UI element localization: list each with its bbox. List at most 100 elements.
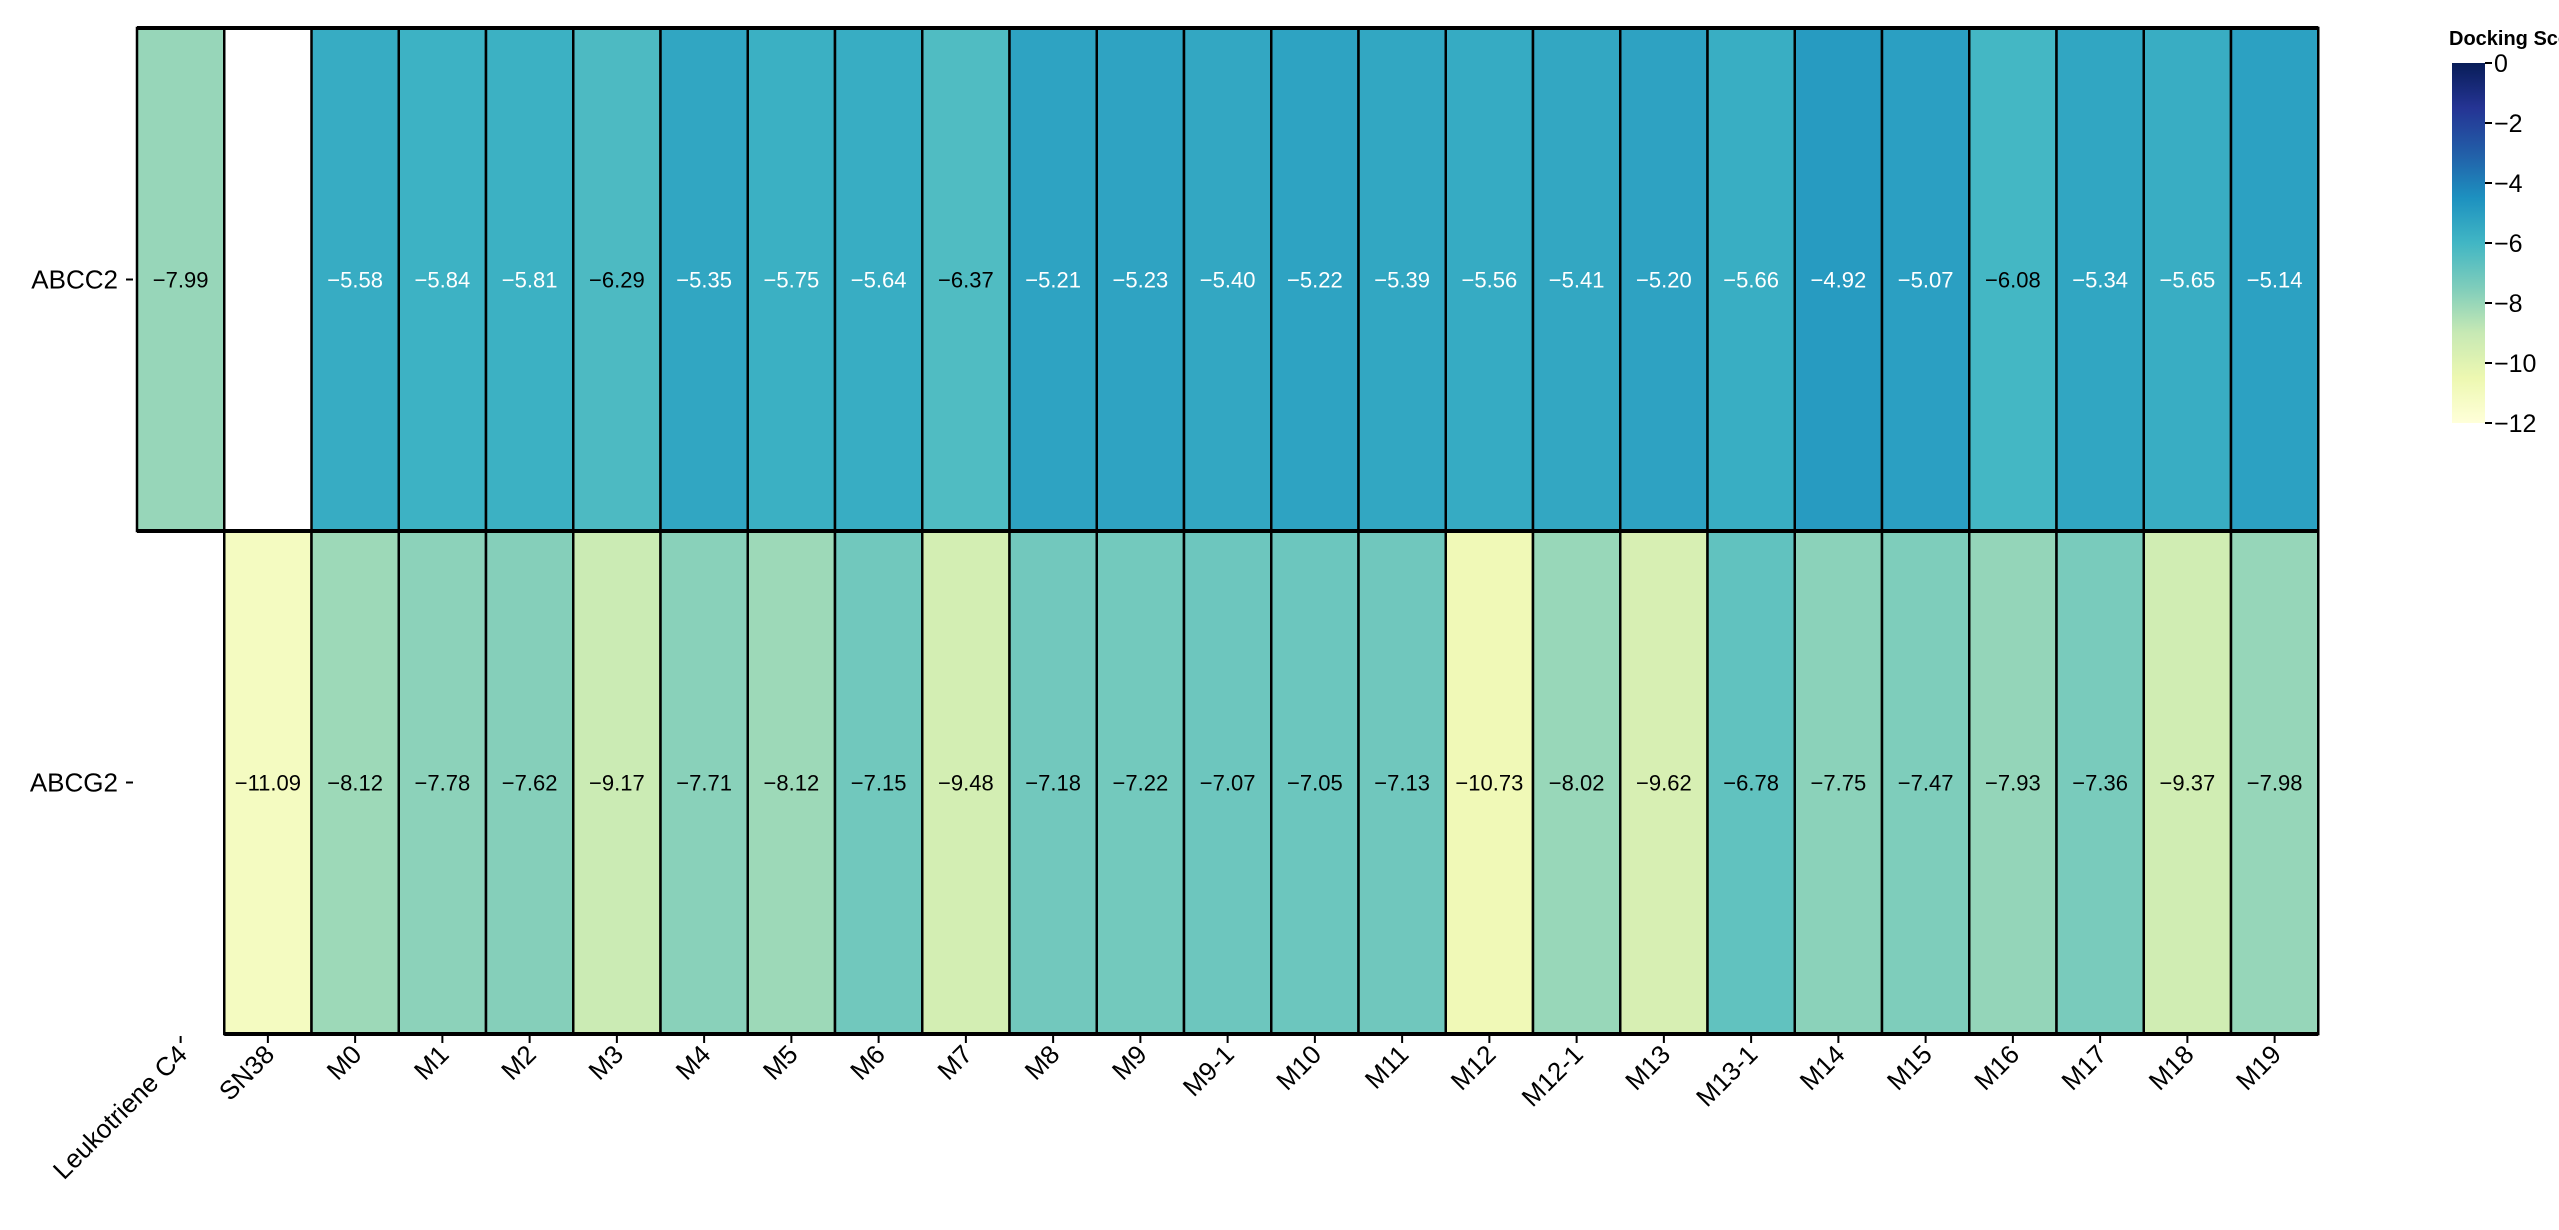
heatmap-cell [833,26,924,533]
colorbar-tick-label: −10 [2494,350,2536,378]
cell-value-label: −5.23 [1113,268,1169,293]
cell-value-label: −5.41 [1549,268,1605,293]
cell-value-label: −8.02 [1549,771,1605,796]
x-tick-label: M6 [844,1039,891,1086]
heatmap-cell [1531,26,1622,533]
x-tick-label: M11 [1359,1039,1415,1095]
x-tick-label: M9-1 [1177,1039,1240,1102]
cell-value-label: −7.78 [415,771,471,796]
cell-value-label: −5.65 [2160,268,2216,293]
heatmap-cell [2229,529,2320,1036]
cell-value-label: −6.08 [1985,268,2041,293]
x-tick-label: M15 [1881,1039,1938,1096]
heatmap-cell [310,26,400,533]
cell-value-label: −7.36 [2072,771,2128,796]
x-tick-label: M8 [1019,1039,1066,1086]
cell-value-label: −8.12 [764,771,820,796]
cell-value-label: −5.07 [1898,268,1954,293]
colorbar-tick-label: −6 [2494,230,2523,258]
cell-value-label: −5.34 [2072,268,2128,293]
cell-value-label: −5.58 [327,268,383,293]
cell-value-label: −7.07 [1200,771,1256,796]
colorbar-tick-label: −2 [2494,110,2523,138]
cell-value-label: −7.93 [1985,771,2041,796]
colorbar-tick-label: −8 [2494,290,2523,318]
cell-value-label: −7.15 [851,771,907,796]
heatmap-cell [1880,26,1971,533]
cell-value-label: −5.66 [1723,268,1779,293]
cell-value-label: −5.64 [851,268,907,293]
cell-value-label: −9.17 [589,771,645,796]
cell-value-label: −10.73 [1455,771,1523,796]
heatmap-cell [1968,26,2058,533]
x-tick-label: M0 [321,1039,368,1086]
cell-value-label: −11.09 [235,771,301,796]
heatmap-cell [572,529,662,1036]
cell-value-label: −7.05 [1287,771,1343,796]
cell-value-label: −7.22 [1113,771,1169,796]
cell-value-label: −5.40 [1200,268,1256,293]
cell-value-label: −7.18 [1025,771,1081,796]
cell-value-label: −7.71 [676,771,732,796]
x-tick-label: M10 [1270,1039,1327,1096]
x-tick-label: M5 [757,1039,804,1086]
heatmap-cell [484,529,575,1036]
heatmap-cells: −7.99 −5.58 −5.84 −5.81 −6.29 −5.35 −5.75 −5.64… [135,26,2320,1036]
cell-value-label: −7.99 [153,268,209,293]
heatmap-cell [1182,26,1273,533]
x-axis: Leukotriene C4 SN38 M0 M1 M2 M3 M4 M5 M6 M7 M8 M9 M9… [47,1036,2287,1185]
x-tick-label: SN38 [213,1039,280,1106]
x-tick-label: M3 [582,1039,629,1086]
x-tick-label: M13-1 [1690,1039,1763,1112]
cell-value-label: −5.75 [764,268,820,293]
cell-value-label: −7.13 [1374,771,1430,796]
x-tick-label: M1 [408,1039,455,1086]
x-tick-label: M9 [1106,1039,1153,1086]
x-tick-label: Leukotriene C4 [47,1039,193,1185]
heatmap-cell [1968,529,2058,1036]
colorbar: Docking Score 0 −2 −4 −6 −8 −10 −12 [2449,28,2559,438]
heatmap-cell [223,529,313,1036]
heatmap-cell [1182,529,1273,1036]
x-tick-label: M13 [1619,1039,1676,1096]
colorbar-tick-label: −4 [2494,170,2523,198]
cell-value-label: −6.78 [1723,771,1779,796]
heatmap-cell [1793,26,1884,533]
y-tick-label: ABCG2 [30,768,118,798]
colorbar-gradient-bar [2452,63,2485,423]
cell-value-label: −7.47 [1898,771,1954,796]
heatmap-cell [2229,26,2320,533]
cell-value-label: −5.39 [1374,268,1430,293]
x-tick-label: M19 [2230,1039,2287,1096]
cell-value-label: −9.62 [1636,771,1692,796]
cell-value-label: −7.75 [1811,771,1867,796]
x-tick-label: M14 [1794,1039,1851,1096]
x-tick-label: M18 [2143,1039,2200,1096]
y-axis: ABCC2 ABCG2 [30,265,133,798]
cell-value-label: −9.37 [2160,771,2216,796]
colorbar-title: Docking Score [2449,28,2559,50]
x-tick-label: M12 [1445,1039,1502,1096]
colorbar-tick-label: 0 [2494,50,2508,78]
cell-value-label: −5.84 [415,268,471,293]
cell-value-label: −7.98 [2247,771,2303,796]
heatmap-cell [2142,26,2233,533]
x-tick-label: M2 [495,1039,542,1086]
cell-value-label: −4.92 [1811,268,1867,293]
heatmap-cell [1706,529,1796,1036]
y-tick-label: ABCC2 [31,265,118,295]
cell-value-label: −5.21 [1025,268,1081,293]
heatmap-cell [659,26,749,533]
cell-value-label: −7.62 [502,771,558,796]
heatmap-cell [1531,529,1622,1036]
cell-value-label: −8.12 [327,771,383,796]
heatmap-cell [397,529,488,1036]
cell-value-label: −5.20 [1636,268,1692,293]
heatmap-cell [1706,26,1796,533]
cell-value-label: −5.81 [502,268,558,293]
x-tick-label: M4 [670,1039,717,1086]
cell-value-label: −6.37 [938,268,994,293]
x-tick-label: M16 [1968,1039,2025,1096]
x-tick-label: M7 [931,1039,978,1086]
